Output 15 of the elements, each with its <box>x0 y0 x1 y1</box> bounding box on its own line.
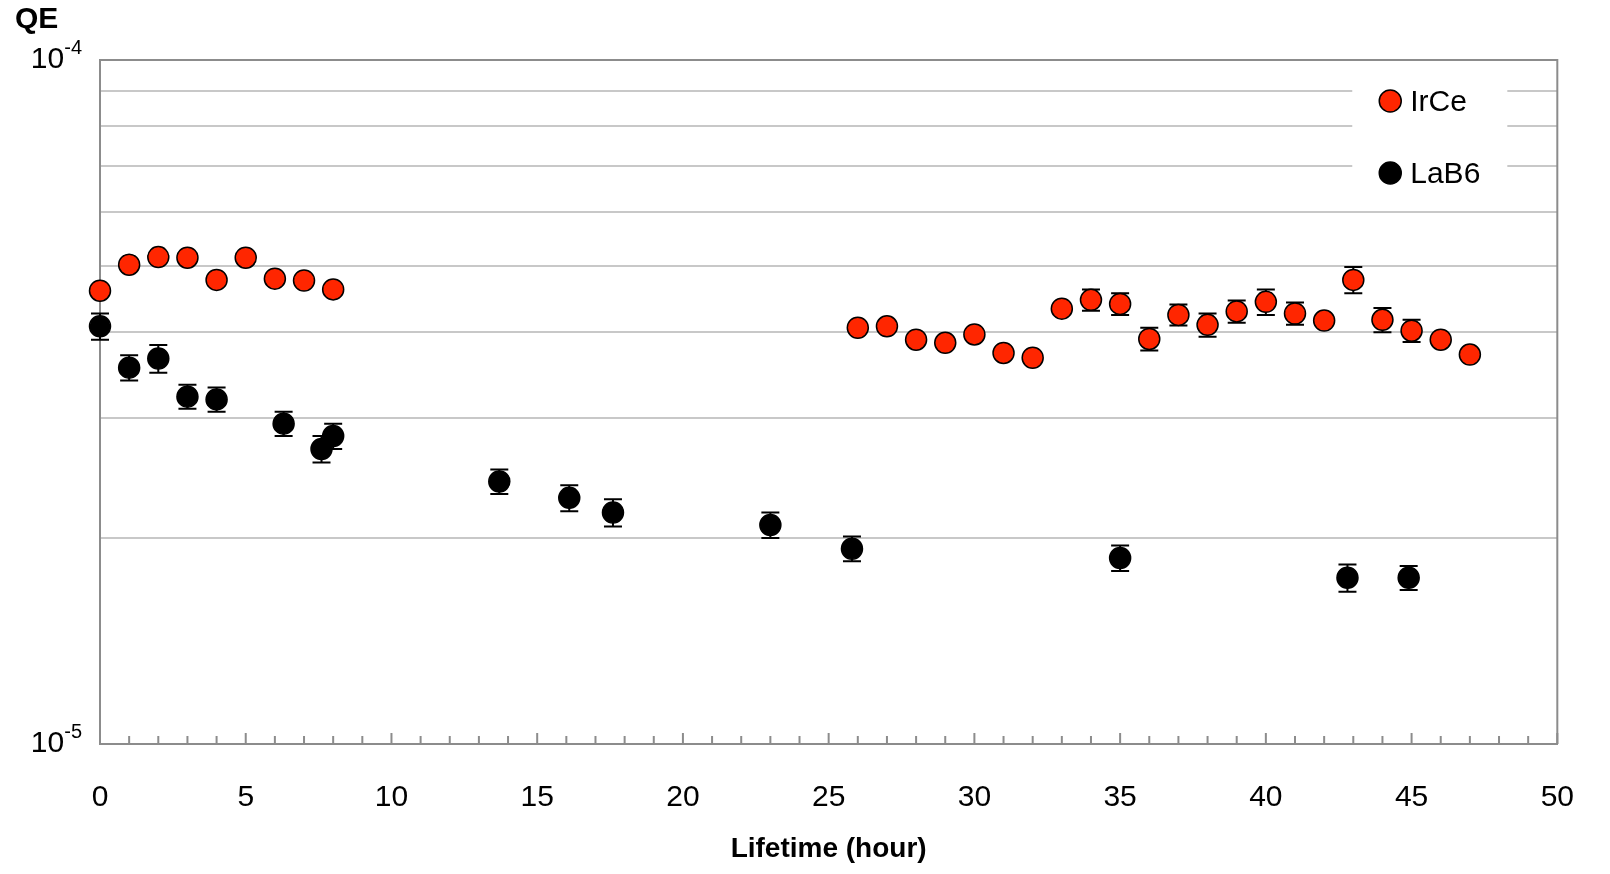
x-tick-label: 10 <box>374 779 409 813</box>
x-tick-label: 45 <box>1394 779 1429 813</box>
x-tick-label: 20 <box>666 779 700 813</box>
legend-label: LaB6 <box>1410 156 1481 190</box>
x-tick-label: 30 <box>957 779 992 813</box>
x-tick-label: 35 <box>1103 779 1137 813</box>
x-tick-label: 25 <box>811 779 846 813</box>
legend-label: IrCe <box>1410 84 1467 118</box>
x-tick-label: 0 <box>91 779 109 813</box>
y-axis-title: QE <box>15 1 59 35</box>
x-tick-label: 15 <box>520 779 554 813</box>
x-tick-label: 40 <box>1249 779 1283 813</box>
x-tick-label: 50 <box>1540 779 1574 813</box>
x-axis-title: Lifetime (hour) <box>730 831 927 863</box>
x-tick-label: 5 <box>237 779 255 813</box>
